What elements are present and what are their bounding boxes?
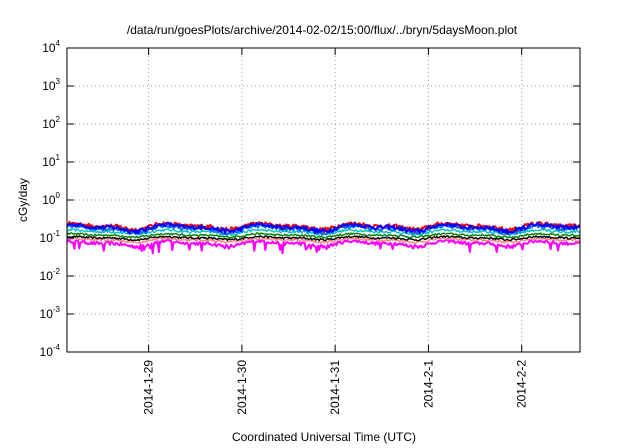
y-tick-label: 102 xyxy=(42,115,60,131)
y-axis-label: cGy/day xyxy=(16,178,30,222)
x-tick-labels: 2014-1-29 2014-1-30 2014-1-31 2014-2-1 2014-… xyxy=(142,360,529,415)
series-line xyxy=(66,236,581,244)
y-tick-labels: 10-4 10-3 10-2 10-1 100 101 102 103 104 xyxy=(40,39,61,359)
x-axis-label: Coordinated Universal Time (UTC) xyxy=(232,430,416,444)
chart-title: /data/run/goesPlots/archive/2014-02-02/1… xyxy=(127,23,518,37)
y-tick-label: 100 xyxy=(42,191,60,207)
y-tick-label: 10-1 xyxy=(40,229,61,245)
y-tick-label: 101 xyxy=(42,153,60,169)
series-line xyxy=(66,232,581,239)
x-tick-label: 2014-2-2 xyxy=(515,360,529,408)
y-tick-label: 10-4 xyxy=(40,343,61,359)
series-line xyxy=(66,235,581,242)
y-tick-label: 104 xyxy=(42,39,60,55)
y-tick-label: 103 xyxy=(42,77,60,93)
series-layer xyxy=(66,220,581,255)
y-tick-label: 10-2 xyxy=(40,267,61,283)
x-tick-label: 2014-1-31 xyxy=(328,360,342,415)
x-tick-label: 2014-1-30 xyxy=(235,360,249,415)
x-tick-label: 2014-1-29 xyxy=(142,360,156,415)
series-line xyxy=(66,221,581,235)
series-line xyxy=(66,238,581,255)
x-tick-label: 2014-2-1 xyxy=(421,360,435,408)
y-tick-label: 10-3 xyxy=(40,305,61,321)
tick-marks xyxy=(67,47,580,353)
grid-lines xyxy=(67,48,580,352)
